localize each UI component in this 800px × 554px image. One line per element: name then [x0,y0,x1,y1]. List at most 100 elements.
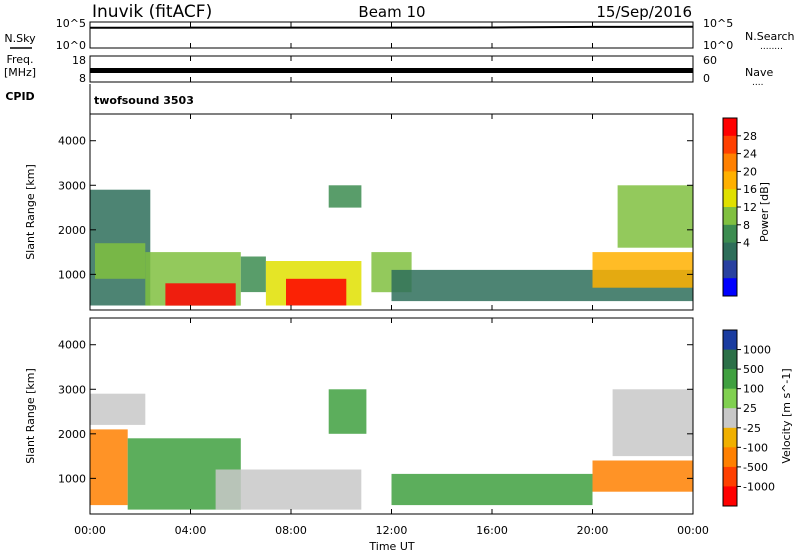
power-ytick-label: 3000 [58,179,86,192]
power-colorbar-step [723,278,737,297]
power-colorbar-label: 20 [743,165,757,178]
time-tick-label: 16:00 [476,524,508,537]
power-heatmap [90,185,693,306]
nsky-label: N.Sky [4,32,36,45]
power-ytick-label: 1000 [58,268,86,281]
power-colorbar-step [723,224,737,244]
station-title: Inuvik (fitACF) [92,2,212,22]
velocity-region [391,473,593,506]
velocity-colorbar-label: 100 [743,383,764,396]
velocity-ytick-label: 3000 [58,383,86,396]
date-title: 15/Sep/2016 [596,3,692,21]
power-colorbar-label: 8 [743,219,750,232]
power-region [240,256,266,293]
power-colorbar-label: 16 [743,183,757,196]
power-colorbar-label: Power [dB] [758,182,771,242]
velocity-ytick-label: 4000 [58,339,86,352]
power-panel: 1000 2000 3000 4000 Slant Range [km] [24,113,694,311]
freq-label-line2: [MHz] [4,66,36,79]
velocity-colorbar-label: -100 [743,441,768,454]
velocity-region [215,469,362,510]
power-colorbar-label: 28 [743,130,757,143]
power-region [95,243,146,279]
nsky-tick-left-bottom: 10^0 [56,39,86,52]
time-tick-label: 00:00 [677,524,709,537]
power-colorbar-label: 4 [743,237,750,250]
power-y-axis: 1000 2000 3000 4000 [58,135,693,281]
power-colorbar-step [723,189,737,208]
time-tick-label: 20:00 [577,524,609,537]
power-colorbar-step [723,242,737,261]
velocity-region [90,429,128,506]
velocity-ytick-label: 1000 [58,472,86,485]
power-colorbar-step [723,260,737,279]
velocity-heatmap [90,389,693,510]
power-ytick-label: 2000 [58,224,86,237]
time-tick-label: 04:00 [175,524,207,537]
velocity-colorbar-step [723,486,737,507]
nave-label: Nave [745,66,773,79]
velocity-colorbar-label: 1000 [743,344,771,357]
power-colorbar-step [723,118,737,137]
nsky-tick-right-bottom: 10^0 [703,39,733,52]
time-axis-label: Time UT [368,540,414,553]
velocity-colorbar-label: -25 [743,422,761,435]
velocity-region [90,393,146,425]
velocity-region [328,389,367,434]
velocity-colorbar-frame [722,329,738,507]
nsearch-label: N.Search [745,30,795,43]
velocity-colorbar-label: -500 [743,461,768,474]
nsky-tick-left-top: 10^5 [56,17,86,30]
cpid-label: CPID [5,90,34,103]
velocity-panel: 1000 2000 3000 4000 Slant Range [km] [24,317,694,515]
velocity-region [612,389,693,457]
velocity-colorbar-step [723,388,737,409]
power-region [165,283,236,306]
velocity-colorbar-step [723,466,737,487]
velocity-colorbar-step [723,427,737,448]
velocity-colorbar: 1000 500 100 25 -25 -100 -500 -1000 [722,329,775,507]
velocity-ytick-label: 2000 [58,428,86,441]
velocity-colorbar-step [723,330,737,351]
power-ylabel: Slant Range [km] [24,164,37,260]
velocity-colorbar-step [723,447,737,468]
velocity-colorbar-step [723,369,737,390]
velocity-colorbar-label: 500 [743,363,764,376]
freq-panel: Freq. [MHz] 18 8 60 0 Nave .... [4,53,774,88]
nsearch-marker: ........ [760,42,783,52]
cpid-value: twofsound 3503 [94,94,194,107]
power-colorbar-step [723,171,737,190]
power-region [617,185,693,248]
power-colorbar-label: 24 [743,148,757,161]
time-tick-label: 12:00 [376,524,408,537]
velocity-region [592,460,693,492]
freq-tick-right-bottom: 0 [703,72,710,85]
freq-tick-right-top: 60 [703,54,717,67]
power-region [286,278,347,306]
velocity-colorbar-label: -1000 [743,480,775,493]
power-colorbar-step [723,135,737,155]
power-colorbar-step [723,153,737,172]
power-colorbar-step [723,207,737,226]
nsky-panel: N.Sky 10^5 10^0 10^5 10^0 N.Search .....… [4,17,794,52]
power-region [592,252,693,288]
power-ytick-label: 4000 [58,135,86,148]
velocity-y-axis: 1000 2000 3000 4000 [58,339,693,485]
velocity-colorbar-step [723,349,737,370]
nave-marker: .... [752,78,763,88]
power-colorbar: 28 24 20 16 12 8 4 [722,117,757,297]
freq-tick-left-bottom: 8 [79,72,86,85]
power-region [328,185,362,208]
time-tick-label: 00:00 [74,524,106,537]
time-axis: 00:00 04:00 08:00 12:00 16:00 20:00 00:00 [74,22,709,537]
freq-tick-left-top: 18 [72,54,86,67]
velocity-colorbar-step [723,408,737,429]
beam-title: Beam 10 [358,3,425,21]
velocity-ylabel: Slant Range [km] [24,368,37,464]
power-colorbar-label: 12 [743,201,757,214]
nsky-tick-right-top: 10^5 [703,17,733,30]
time-tick-label: 08:00 [275,524,307,537]
freq-label-line1: Freq. [6,53,33,66]
velocity-colorbar-label: Velocity [m s^-1] [780,368,793,463]
